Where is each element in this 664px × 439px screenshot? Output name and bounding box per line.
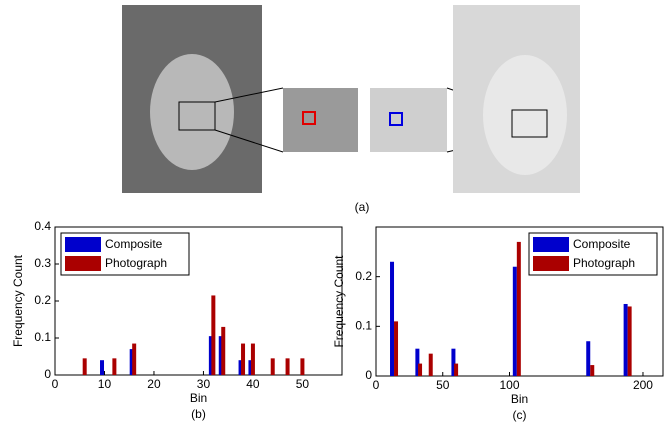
- bar: [586, 341, 590, 376]
- bar: [394, 321, 398, 376]
- y-axis-label: Frequency Count: [11, 254, 25, 347]
- bar: [624, 304, 628, 376]
- bar: [429, 354, 433, 376]
- figure: (a) 0 0.1 0.2 0.3 0.4 0 10 20 30 40 50 Bin (b) Freque…: [0, 0, 664, 439]
- x-tick-label: 100: [499, 378, 519, 392]
- y-tick-label: 0.2: [34, 293, 51, 307]
- face: [150, 54, 234, 170]
- y-tick-label: 0: [365, 368, 372, 382]
- x-tick-label: 50: [296, 377, 310, 391]
- x-tick-label: 20: [147, 377, 161, 391]
- y-tick-label: 0: [44, 367, 51, 381]
- bar: [100, 360, 104, 375]
- legend-swatch: [65, 256, 101, 271]
- x-tick-label: 200: [633, 378, 653, 392]
- legend-label: Photograph: [573, 256, 635, 270]
- legend-label: Composite: [105, 237, 163, 251]
- y-tick-label: 0.1: [355, 319, 372, 333]
- bar: [132, 344, 136, 375]
- nose-crop: [370, 88, 447, 152]
- x-tick-label: 0: [52, 377, 59, 391]
- y-axis-label: Frequency Count: [332, 255, 346, 348]
- x-tick-label: 50: [436, 378, 450, 392]
- bar: [221, 327, 225, 375]
- panel-label: (a): [355, 200, 370, 214]
- y-tick-label: 0.2: [355, 269, 372, 283]
- bar: [300, 358, 304, 375]
- y-tick-label: 0.1: [34, 330, 51, 344]
- bar: [211, 295, 215, 375]
- y-tick-label: 0.4: [34, 219, 51, 233]
- bar: [251, 344, 255, 375]
- caption: (b): [191, 407, 206, 421]
- legend-label: Composite: [573, 237, 631, 251]
- y-tick-label: 0.3: [34, 256, 51, 270]
- caption: (c): [513, 408, 527, 422]
- x-tick-label: 0: [373, 378, 380, 392]
- bar: [271, 358, 275, 375]
- face: [483, 55, 567, 175]
- nose-crop: [283, 88, 358, 152]
- x-axis-label: Bin: [190, 391, 207, 405]
- legend-swatch: [533, 237, 569, 252]
- bar: [241, 344, 245, 375]
- bar: [390, 262, 394, 376]
- bar: [628, 306, 632, 376]
- legend-swatch: [533, 256, 569, 271]
- bar: [112, 358, 116, 375]
- bar: [418, 364, 422, 376]
- x-axis-label: Bin: [511, 392, 528, 406]
- legend-swatch: [65, 237, 101, 252]
- x-tick-label: 10: [98, 377, 112, 391]
- bar: [517, 242, 521, 376]
- x-tick-label: 30: [197, 377, 211, 391]
- bar: [83, 358, 87, 375]
- legend-label: Photograph: [105, 256, 167, 270]
- bar: [513, 267, 517, 376]
- bar: [286, 358, 290, 375]
- x-tick-label: 40: [246, 377, 260, 391]
- bar: [454, 364, 458, 376]
- bar: [590, 365, 594, 376]
